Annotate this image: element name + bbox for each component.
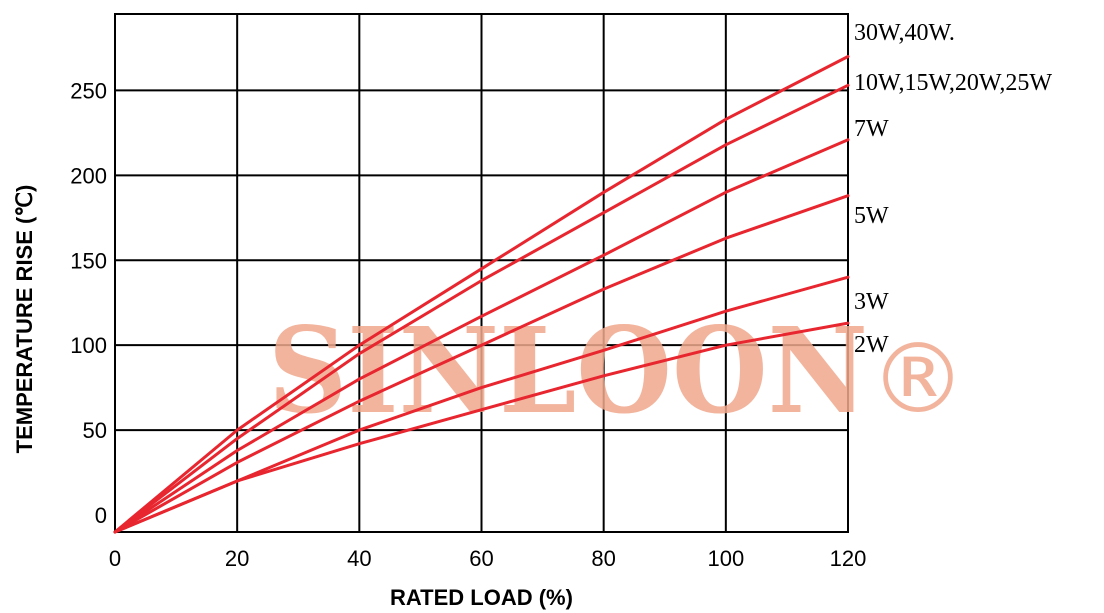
y-tick-label: 150 xyxy=(70,248,107,273)
x-axis-label: RATED LOAD (%) xyxy=(390,585,573,610)
x-tick-label: 120 xyxy=(830,546,867,571)
series-label: 30W,40W. xyxy=(854,20,955,46)
x-tick-label: 80 xyxy=(591,546,615,571)
x-tick-label: 40 xyxy=(347,546,371,571)
y-tick-label: 200 xyxy=(70,163,107,188)
y-axis-label: TEMPERATURE RISE (℃) xyxy=(12,185,37,454)
x-tick-label: 20 xyxy=(225,546,249,571)
series-line xyxy=(113,321,850,534)
x-tick-label: 100 xyxy=(707,546,744,571)
y-tick-label: 0 xyxy=(95,503,107,528)
legend-label-layer: 30W,40W. 10W,15W,20W,25W 7W 5W 3W 2W xyxy=(854,20,1052,358)
series-line xyxy=(113,194,850,534)
y-tick-label: 50 xyxy=(83,418,107,443)
series-label: 3W xyxy=(854,289,889,315)
series-label: 2W xyxy=(854,332,889,358)
series-label: 7W xyxy=(854,116,889,142)
series-line xyxy=(113,138,850,534)
x-tick-label: 0 xyxy=(109,546,121,571)
series-label: 10W,15W,20W,25W xyxy=(854,70,1052,96)
grid-layer xyxy=(114,13,849,533)
y-tick-label: 100 xyxy=(70,333,107,358)
x-tick-label: 60 xyxy=(469,546,493,571)
y-tick-label: 250 xyxy=(70,78,107,103)
watermark-layer: SINLOON ® xyxy=(268,301,966,440)
series-line xyxy=(113,83,850,534)
series-label: 5W xyxy=(854,203,889,229)
series-layer xyxy=(113,55,850,534)
watermark-mark-icon: ® xyxy=(870,323,966,435)
watermark-text: SINLOON xyxy=(268,301,868,440)
series-line xyxy=(113,55,850,534)
tick-layer: 0 20 40 60 80 100 120 0 50 100 150 200 250 xyxy=(70,78,866,571)
